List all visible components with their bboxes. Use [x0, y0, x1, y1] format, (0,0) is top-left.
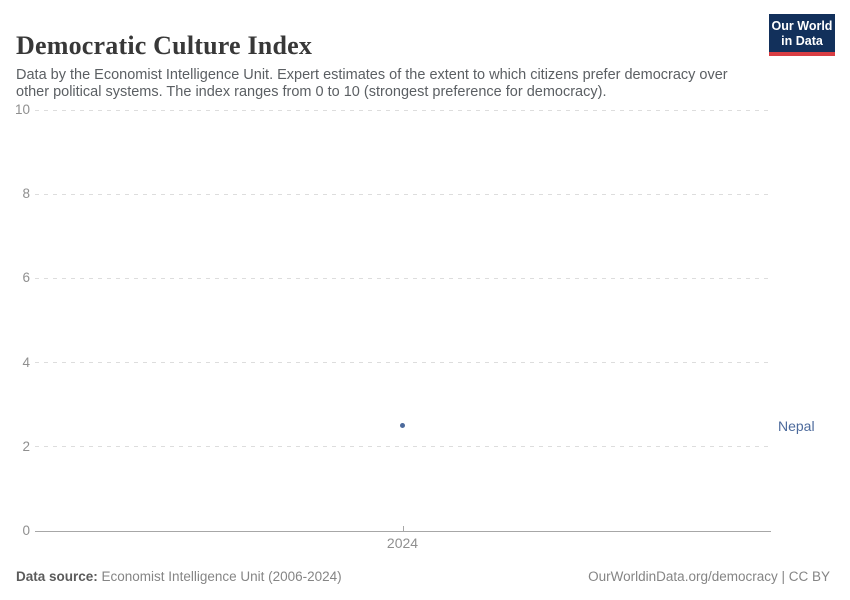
gridline-y-2	[35, 446, 771, 448]
y-tick-label-6: 6	[22, 270, 30, 286]
owid-logo-line1: Our World	[771, 19, 833, 33]
owid-logo-red-bar	[769, 52, 835, 56]
x-axis-line	[35, 530, 771, 532]
data-point-nepal[interactable]	[400, 423, 405, 429]
owid-logo: Our World in Data	[769, 14, 835, 56]
y-tick-label-8: 8	[22, 186, 30, 202]
entity-label-nepal[interactable]: Nepal	[778, 417, 815, 434]
gridline-y-4	[35, 362, 771, 364]
x-tick-mark	[402, 526, 404, 531]
gridline-y-10	[35, 109, 771, 111]
credit-link[interactable]: OurWorldinData.org/democracy | CC BY	[588, 569, 830, 584]
x-tick-label: 2024	[386, 535, 419, 551]
chart-subtitle: Data by the Economist Intelligence Unit.…	[16, 66, 728, 101]
data-source-label: Data source:	[16, 569, 98, 584]
chart-title: Democratic Culture Index	[16, 31, 313, 61]
y-tick-label-0: 0	[22, 523, 30, 538]
gridline-y-6	[35, 277, 771, 279]
chart-footer: Data source: Economist Intelligence Unit…	[16, 569, 830, 584]
owid-logo-line2: in Data	[781, 34, 823, 48]
owid-logo-text: Our World in Data	[769, 14, 835, 52]
data-source-note: Data source: Economist Intelligence Unit…	[16, 569, 342, 584]
data-source-value: Economist Intelligence Unit (2006-2024)	[97, 569, 342, 584]
y-tick-label-10: 10	[14, 102, 30, 117]
gridline-y-8	[35, 193, 771, 195]
y-tick-label-4: 4	[22, 354, 30, 370]
y-tick-label-2: 2	[22, 438, 30, 454]
